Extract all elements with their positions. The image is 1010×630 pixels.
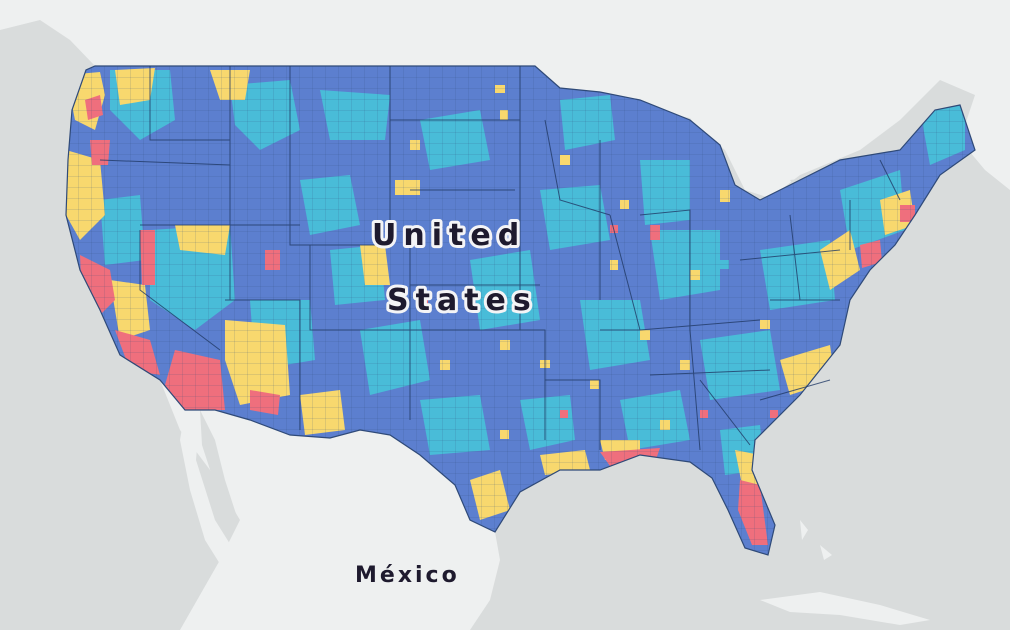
canada-land	[0, 0, 1010, 198]
label-united: United	[372, 218, 526, 253]
mexico-land	[160, 380, 500, 630]
gulf-of-california	[200, 410, 238, 522]
baja-california	[180, 410, 240, 580]
state-boundaries	[99, 66, 901, 451]
label-states: States	[387, 283, 538, 318]
bahamas-islands	[800, 520, 832, 560]
label-mexico: México	[355, 563, 460, 588]
cuba-island	[760, 592, 930, 625]
